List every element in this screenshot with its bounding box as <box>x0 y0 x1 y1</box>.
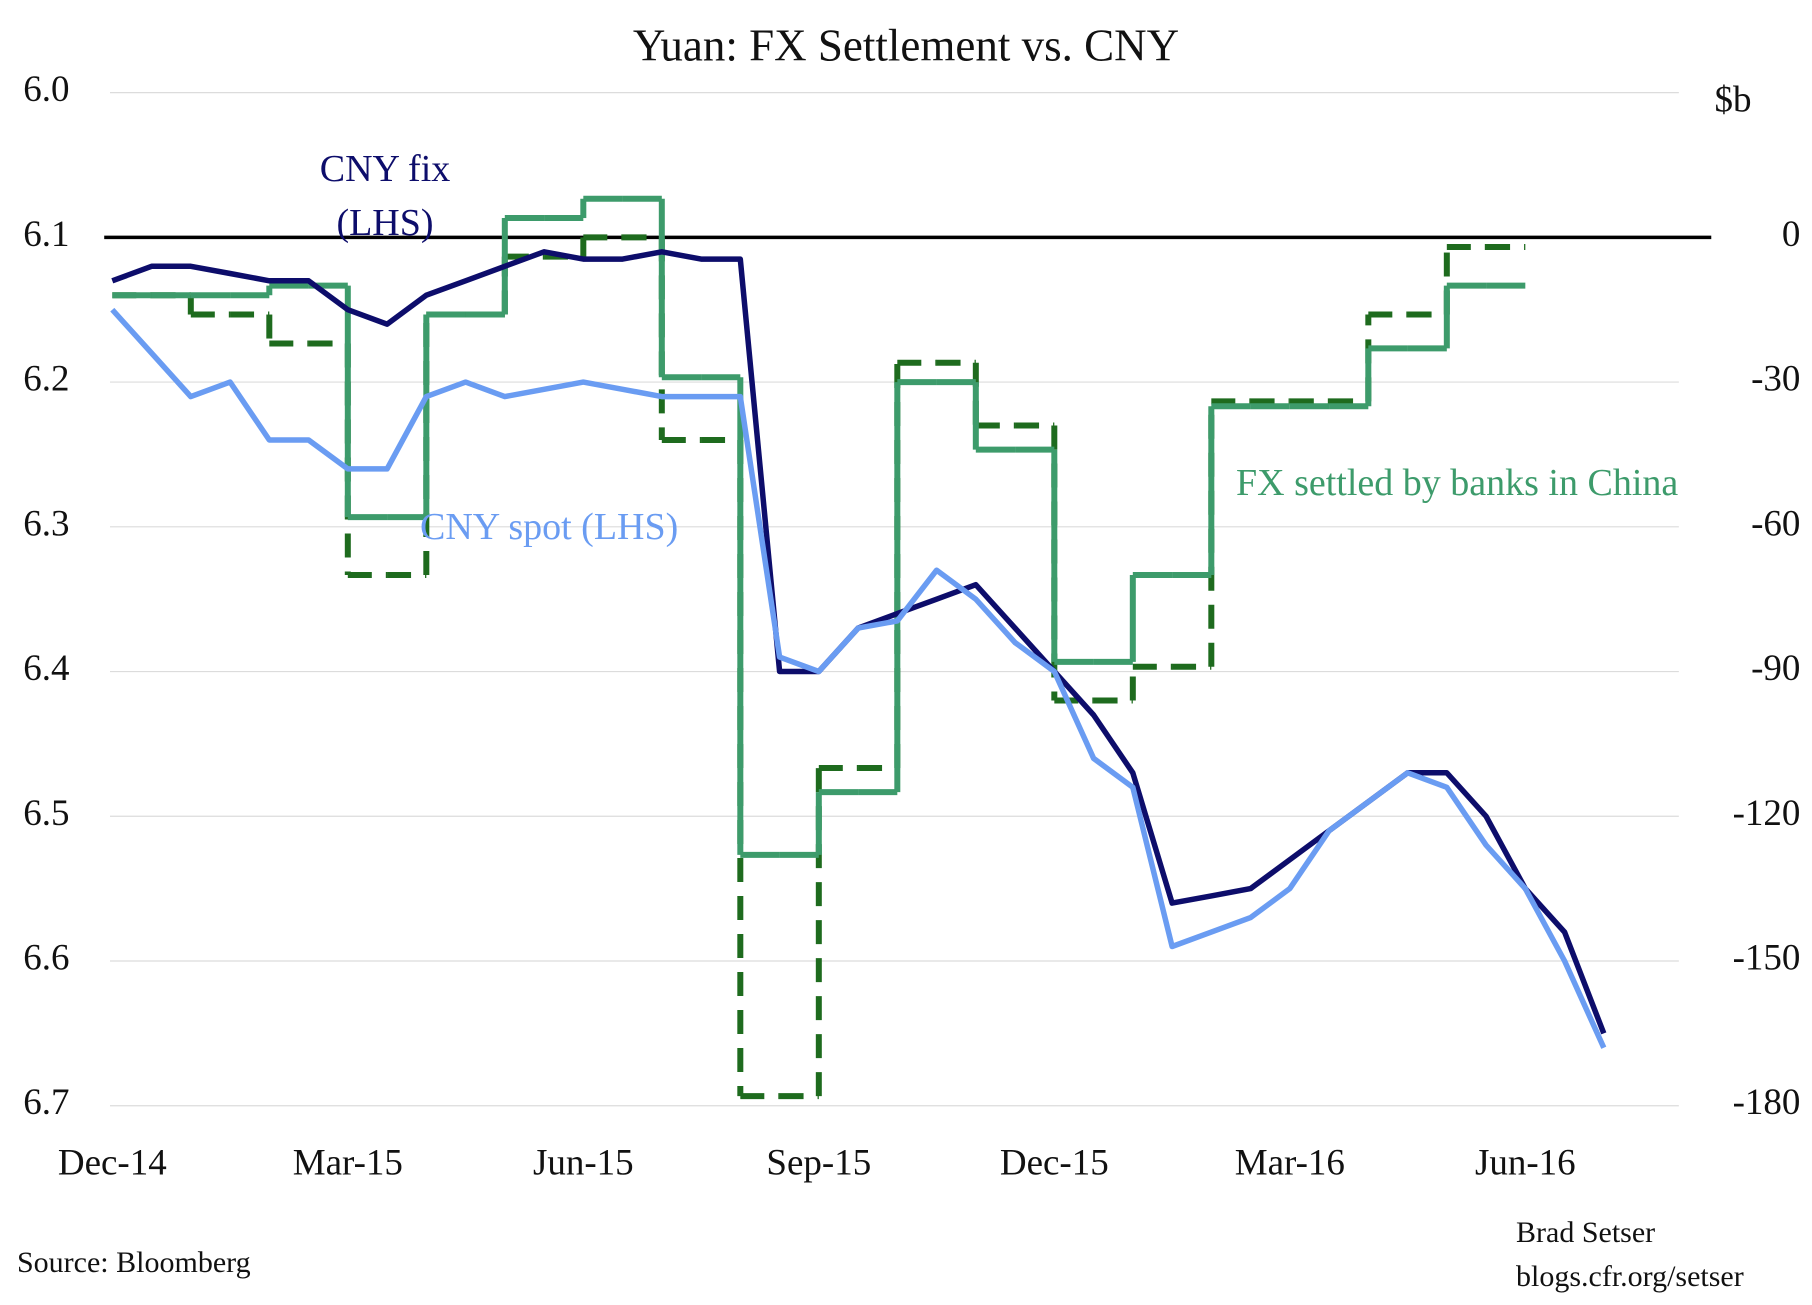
y2-axis-label: $b <box>1715 79 1752 120</box>
series-line <box>111 249 1607 1035</box>
x-tick-label: Dec-14 <box>58 1142 167 1183</box>
series-line <box>110 307 1607 1049</box>
series-label: CNY fix (LHS) <box>319 148 451 244</box>
x-tick-label: Mar-15 <box>293 1142 403 1183</box>
y-tick-label: 6.1 <box>23 214 69 255</box>
y-tick-label: 6.3 <box>23 503 69 544</box>
chart-title: Yuan: FX Settlement vs. CNY <box>633 20 1179 70</box>
source: Source: Bloomberg <box>17 1246 251 1279</box>
series-label: CNY spot (LHS) <box>420 506 679 548</box>
y2-tick-label: 0 <box>1782 214 1801 255</box>
y-tick-label: 6.2 <box>23 359 69 400</box>
x-tick-label: Dec-15 <box>1000 1142 1109 1183</box>
x-tick-label: Jun-16 <box>1475 1142 1576 1183</box>
y-tick-label: 6.5 <box>23 793 69 834</box>
y2-tick-label: -180 <box>1733 1082 1801 1123</box>
x-tick-label: Jun-15 <box>533 1142 634 1183</box>
y2-tick-label: -60 <box>1751 503 1800 544</box>
y2-tick-label: -90 <box>1751 648 1800 689</box>
y-tick-label: 6.0 <box>23 69 69 110</box>
credit-author: Brad Setser <box>1516 1216 1656 1249</box>
x-tick-label: Mar-16 <box>1235 1142 1345 1183</box>
series-label: FX settled by banks in China <box>1236 462 1679 504</box>
y-tick-label: 6.4 <box>23 648 69 689</box>
y2-tick-label: -30 <box>1751 359 1800 400</box>
x-tick-label: Sep-15 <box>766 1142 871 1183</box>
y-tick-label: 6.6 <box>23 937 69 978</box>
y-tick-label: 6.7 <box>23 1082 69 1123</box>
y2-tick-label: -120 <box>1733 793 1801 834</box>
y2-tick-label: -150 <box>1733 937 1801 978</box>
credit-url: blogs.cfr.org/setser <box>1516 1260 1744 1293</box>
